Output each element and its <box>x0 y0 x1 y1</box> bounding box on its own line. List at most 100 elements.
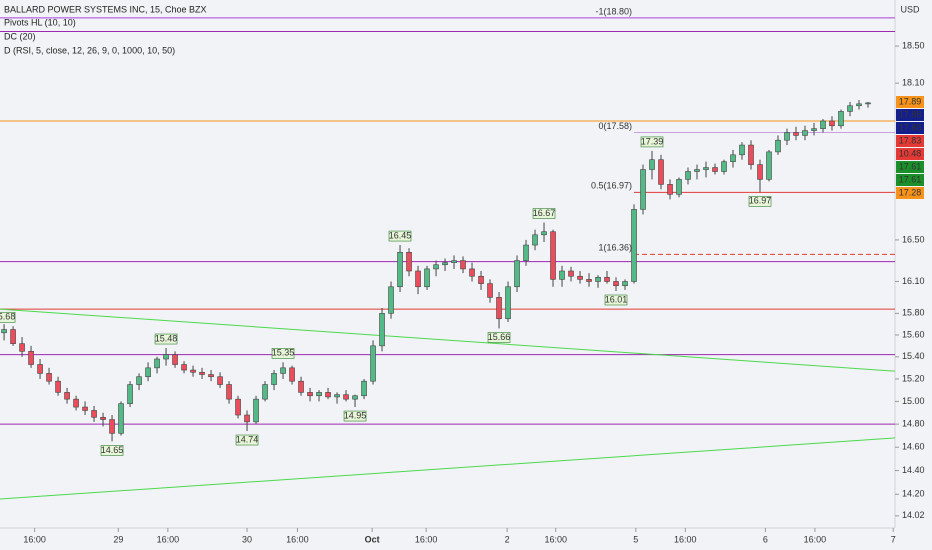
candle-body <box>127 384 133 404</box>
x-tick-label: 2 <box>505 534 510 544</box>
candle-body <box>154 358 160 369</box>
candle-body <box>748 144 754 165</box>
level-label: 0.5(16.97) <box>591 181 632 191</box>
y-tick-label: 14.20 <box>902 489 925 499</box>
candle-body <box>514 260 520 288</box>
candle-body <box>757 164 763 180</box>
candle-body <box>352 395 358 400</box>
candle-body <box>550 231 556 280</box>
x-tick-label: 16:00 <box>286 534 309 544</box>
candle-body <box>667 184 673 195</box>
candle-body <box>109 419 115 434</box>
chart-title: BALLARD POWER SYSTEMS INC, 15, Choe BZX <box>4 4 207 14</box>
candle-body <box>775 139 781 153</box>
candle-body <box>388 286 394 314</box>
candle-body <box>721 161 727 172</box>
candle-body <box>55 380 61 393</box>
x-tick-label: 16:00 <box>157 534 180 544</box>
candle-body <box>568 270 574 277</box>
candle-body <box>793 132 799 136</box>
price-badge <box>896 161 924 173</box>
indicator-label: Pivots HL (10, 10) <box>4 17 76 27</box>
candle-body <box>379 313 385 347</box>
x-tick-label: 7 <box>891 534 896 544</box>
candle-body <box>658 159 664 185</box>
candle-body <box>478 275 484 284</box>
candle-body <box>298 380 304 393</box>
candle-body <box>469 268 475 277</box>
candle-body <box>370 345 376 382</box>
price-badge <box>896 187 924 199</box>
level-label: -1(18.80) <box>595 6 632 16</box>
candle-body <box>343 394 349 400</box>
pivot-box <box>235 434 259 446</box>
level-label: 0(17.58) <box>598 121 632 131</box>
candle-body <box>487 283 493 298</box>
price-badge-label: 17.61 <box>899 174 922 184</box>
y-tick-label: 15.00 <box>902 396 925 406</box>
candle-body <box>622 281 628 287</box>
price-badge <box>896 96 924 108</box>
candle-body <box>640 169 646 210</box>
x-tick-label: 16:00 <box>804 534 827 544</box>
candle-body <box>199 371 205 375</box>
x-tick-label: 29 <box>113 534 123 544</box>
candle-body <box>190 369 196 373</box>
candle-body <box>523 244 529 261</box>
pivot-label: 16.45 <box>389 230 412 240</box>
y-tick-label: 15.80 <box>902 308 925 318</box>
pivot-box <box>640 136 664 148</box>
candle-body <box>262 384 268 400</box>
candle-body <box>334 394 340 398</box>
candle-body <box>460 260 466 270</box>
candle-body <box>307 392 313 397</box>
candle-body <box>91 410 97 418</box>
indicator-label: DC (20) <box>4 31 36 41</box>
trend-line <box>0 308 896 372</box>
candle-body <box>730 154 736 162</box>
candle-body <box>235 398 241 416</box>
y-tick-label: 18.10 <box>902 77 925 87</box>
candle-body <box>676 179 682 195</box>
candle-body <box>451 260 457 263</box>
y-tick-label: 16.10 <box>902 276 925 286</box>
candle-body <box>685 171 691 180</box>
pivot-label: 15.68 <box>0 312 15 322</box>
candle-body <box>577 275 583 280</box>
pivot-box <box>154 333 178 345</box>
y-tick-label: 15.20 <box>902 373 925 383</box>
pivot-label: 16.97 <box>749 196 772 206</box>
candle-body <box>613 281 619 287</box>
price-badge <box>896 148 924 160</box>
pivot-label: 15.48 <box>155 333 178 343</box>
candle-body <box>505 286 511 320</box>
price-badge-label: 17.61 <box>899 161 922 171</box>
pivot-box <box>532 208 556 219</box>
candle-body <box>631 209 637 282</box>
y-tick-label: 18.50 <box>902 40 925 50</box>
candle-body <box>424 268 430 288</box>
candle-body <box>73 398 79 408</box>
x-tick-label: 16:00 <box>674 534 697 544</box>
price-badge-label: 17.83 <box>899 135 922 145</box>
price-badge-label: 17.88 <box>899 122 922 132</box>
candle-body <box>856 103 862 107</box>
candle-body <box>28 351 34 365</box>
candle-body <box>703 167 709 170</box>
candle-body <box>406 251 412 272</box>
candle-body <box>784 132 790 141</box>
candle-body <box>820 120 826 129</box>
candle-body <box>766 151 772 180</box>
candle-body <box>118 403 124 434</box>
y-tick-label: 14.60 <box>902 442 925 452</box>
price-badge-label: 17.89 <box>899 96 922 106</box>
candle-body <box>244 414 250 423</box>
pivot-box <box>343 410 367 422</box>
pivot-box <box>604 294 628 306</box>
candle-body <box>325 392 331 398</box>
candle-body <box>10 329 16 344</box>
x-tick-label: 6 <box>763 534 768 544</box>
candle-body <box>415 270 421 288</box>
